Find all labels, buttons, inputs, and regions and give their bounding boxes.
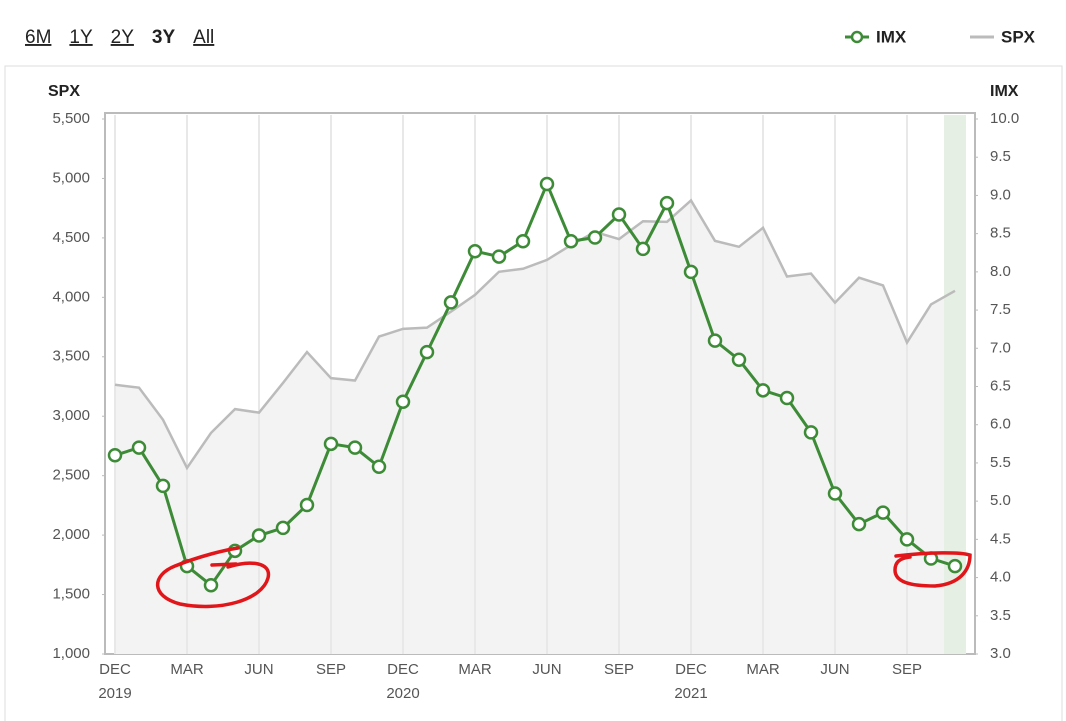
imx-point — [323, 436, 339, 452]
imx-point — [779, 390, 795, 406]
imx-point — [155, 478, 171, 494]
y2-tick-label: 5.5 — [990, 454, 1011, 471]
legend-marker — [850, 30, 864, 44]
y-tick-label: 2,500 — [52, 467, 90, 484]
x-tick-label: JUN — [532, 661, 561, 678]
x-year-label: 2021 — [674, 685, 707, 702]
y-tick-label: 5,500 — [52, 110, 90, 127]
y2-axis-title: IMX — [990, 83, 1019, 100]
range-button[interactable]: 2Y — [111, 27, 135, 48]
y2-tick-label: 6.0 — [990, 416, 1011, 433]
imx-point — [803, 425, 819, 440]
y2-tick-label: 9.5 — [990, 148, 1011, 165]
imx-point — [755, 383, 771, 398]
annotation-stroke — [210, 562, 238, 567]
x-tick-label: MAR — [170, 661, 204, 678]
y-tick-label: 1,500 — [52, 586, 90, 603]
y2-tick-label: 6.5 — [990, 377, 1011, 394]
imx-point — [827, 486, 843, 501]
range-buttons: 6M 1Y 2Y 3Y All — [25, 27, 214, 48]
spx-line — [114, 198, 956, 471]
imx-point — [419, 344, 435, 360]
y2-tick-label: 8.5 — [990, 225, 1011, 242]
plot: 1,000 1,500 2,000 2,500 3,000 3,500 4,000 4,500… — [52, 110, 1019, 702]
y2-tick-label: 4.5 — [990, 530, 1011, 547]
imx-point — [203, 577, 219, 593]
x-tick-label: MAR — [746, 661, 780, 678]
x-tick-label: SEP — [604, 661, 634, 678]
current-period-band — [944, 115, 966, 654]
imx-point — [539, 176, 555, 192]
imx-point — [611, 207, 627, 222]
imx-point — [707, 333, 723, 348]
legend-label: IMX — [876, 27, 907, 46]
x-tick-label: JUN — [820, 661, 849, 678]
y-tick-label: 5,000 — [52, 169, 90, 186]
y2-tick-label: 7.5 — [990, 301, 1011, 318]
x-year-label: 2019 — [98, 685, 131, 702]
y-tick-label: 3,500 — [52, 348, 90, 365]
y2-tick-label: 9.0 — [990, 186, 1011, 203]
x-tick-label: DEC — [675, 661, 707, 678]
y-tick-label: 4,500 — [52, 229, 90, 246]
imx-point — [467, 243, 483, 259]
imx-point — [275, 520, 291, 536]
annotation-circle — [155, 546, 271, 609]
imx-point — [395, 394, 411, 410]
x-tick-label: DEC — [99, 661, 131, 678]
legend-label: SPX — [1001, 27, 1036, 46]
y-tick-label: 1,000 — [52, 645, 90, 662]
imx-point — [371, 459, 387, 474]
imx-point — [515, 234, 531, 249]
imx-point — [635, 241, 651, 257]
imx-point — [443, 295, 459, 310]
x-tick-label: JUN — [244, 661, 273, 678]
y-tick-label: 4,000 — [52, 288, 90, 305]
imx-point — [299, 497, 315, 513]
range-button[interactable]: 1Y — [69, 27, 93, 48]
x-tick-label: MAR — [458, 661, 492, 678]
imx-point — [899, 532, 915, 547]
imx-point — [587, 230, 603, 245]
imx-point — [251, 528, 267, 543]
imx-point — [659, 195, 675, 211]
x-tick-label: SEP — [892, 661, 922, 678]
y2-tick-label: 10.0 — [990, 110, 1019, 127]
imx-point — [491, 249, 507, 264]
x-tick-label: SEP — [316, 661, 346, 678]
y-tick-label: 2,000 — [52, 526, 90, 543]
annotation-circle — [893, 551, 972, 588]
y-tick-label: 3,000 — [52, 407, 90, 424]
imx-point — [347, 440, 363, 455]
range-button[interactable]: All — [193, 27, 214, 48]
y2-tick-label: 8.0 — [990, 263, 1011, 280]
y2-tick-label: 4.0 — [990, 569, 1011, 586]
y2-tick-label: 7.0 — [990, 339, 1011, 356]
imx-point — [875, 505, 891, 520]
imx-point — [131, 440, 147, 455]
imx-point — [563, 234, 579, 249]
y2-tick-label: 3.5 — [990, 607, 1011, 624]
range-button[interactable]: 3Y — [152, 27, 176, 48]
imx-point — [947, 558, 963, 574]
imx-point — [107, 448, 123, 463]
spx-area — [115, 200, 955, 654]
x-year-label: 2020 — [386, 685, 419, 702]
legend: IMX SPX — [845, 27, 1036, 46]
y-axis-title: SPX — [48, 83, 80, 100]
imx-point — [851, 516, 867, 532]
imx-point — [731, 352, 747, 367]
y2-tick-label: 3.0 — [990, 645, 1011, 662]
range-button[interactable]: 6M — [25, 27, 51, 48]
imx-point — [683, 264, 699, 280]
y2-tick-label: 5.0 — [990, 492, 1011, 509]
x-tick-label: DEC — [387, 661, 419, 678]
